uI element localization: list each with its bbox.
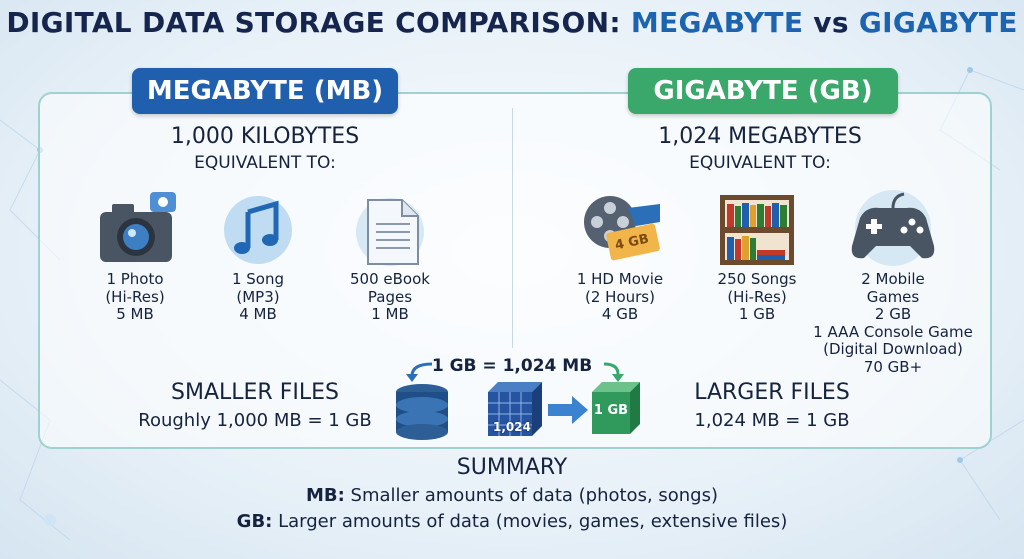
- title-gigabyte: GIGABYTE: [858, 6, 1018, 39]
- item-line: (Digital Download): [823, 340, 963, 358]
- conversion-equation: 1 GB = 1,024 MB: [431, 356, 593, 376]
- camera-icon: [100, 192, 176, 262]
- summary-line: MB: Smaller amounts of data (photos, son…: [306, 485, 718, 506]
- megabyte-equivalent: EQUIVALENT TO:: [194, 153, 336, 173]
- item-line: 1 Photo: [106, 270, 164, 288]
- megabyte-footer-text: Roughly 1,000 MB = 1 GB: [138, 410, 372, 431]
- item-line: 1 AAA Console Game: [813, 322, 973, 341]
- summary-text: Smaller amounts of data (photos, songs): [344, 485, 719, 506]
- gigabyte-footer-text: 1,024 MB = 1 GB: [694, 410, 850, 431]
- summary-term: GB:: [236, 511, 273, 532]
- item-line: (2 Hours): [585, 287, 655, 306]
- gigabyte-footer-label: LARGER FILES: [694, 380, 850, 405]
- item-line: (Hi-Res): [105, 287, 165, 306]
- gigabyte-subtitle: 1,024 MEGABYTES: [658, 124, 862, 149]
- right-curve-arrow: [603, 362, 620, 375]
- item-line: 70 GB+: [863, 357, 923, 376]
- item-line: 1 MB: [371, 305, 409, 323]
- item-line: Pages: [367, 287, 413, 306]
- gigabyte-header: GIGABYTE (GB): [628, 68, 898, 114]
- item-line: 2 GB: [874, 305, 912, 323]
- item-line: 1 HD Movie: [576, 270, 664, 288]
- database-icon: [396, 384, 448, 440]
- gigabyte-cube: [592, 382, 640, 434]
- item-line: 2 Mobile: [861, 270, 925, 288]
- left-arrowhead: [406, 374, 418, 382]
- item-line: 5 MB: [116, 305, 154, 323]
- summary-line: GB: Larger amounts of data (movies, game…: [237, 511, 788, 532]
- summary-term: MB:: [305, 485, 345, 506]
- item-line: (Hi-Res): [727, 287, 787, 306]
- megabyte-footer-label: SMALLER FILES: [171, 380, 339, 405]
- item-line: 4 MB: [239, 305, 277, 323]
- result-label: 1 GB: [593, 403, 629, 418]
- title: DIGITAL DATA STORAGE COMPARISON: MEGABYT…: [6, 6, 1017, 39]
- item-line: 4 GB: [601, 305, 639, 323]
- item-line: 1 Song: [231, 270, 285, 288]
- ebook-icon: [356, 198, 424, 266]
- right-arrowhead: [612, 374, 624, 382]
- megabyte-header: MEGABYTE (MB): [132, 68, 398, 114]
- title-vs: vs: [803, 6, 859, 39]
- megabyte-subtitle: 1,000 KILOBYTES: [170, 124, 360, 149]
- item-line: 1 GB: [738, 305, 776, 323]
- title-lead: DIGITAL DATA STORAGE COMPARISON:: [6, 6, 631, 39]
- summary-title: SUMMARY: [456, 455, 568, 480]
- item-line: 250 Songs: [717, 270, 797, 288]
- movie-icon: [584, 196, 660, 261]
- music-icon: [224, 196, 292, 264]
- title-megabyte: MEGABYTE: [630, 6, 804, 39]
- item-line: 500 eBook: [350, 270, 430, 288]
- item-line: (MP3): [236, 287, 280, 306]
- arrow: [548, 396, 588, 424]
- summary-text: Larger amounts of data (movies, games, e…: [272, 511, 788, 532]
- gamepad-icon: [851, 190, 935, 266]
- blocks-label: 1,024: [493, 420, 531, 434]
- item-line: Games: [866, 287, 920, 306]
- gigabyte-equivalent: EQUIVALENT TO:: [689, 153, 831, 173]
- divider: [512, 108, 513, 348]
- block-grid-icon: [488, 382, 542, 436]
- bookshelf-icon: [720, 195, 794, 265]
